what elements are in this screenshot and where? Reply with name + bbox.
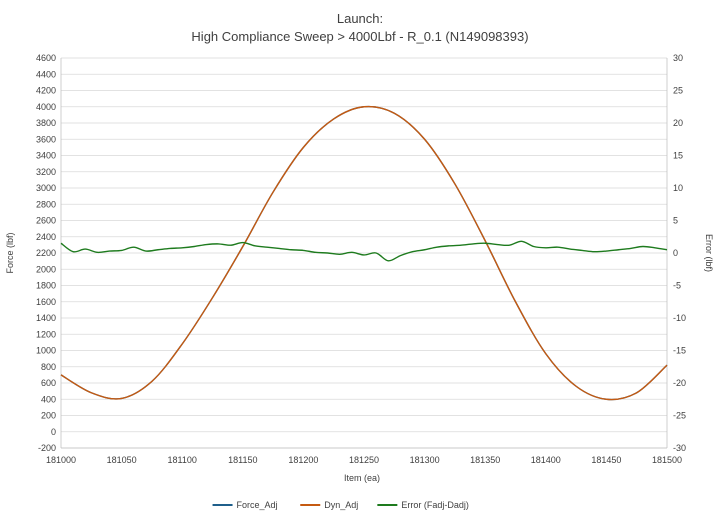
- y-tick-label-left: 2800: [36, 199, 56, 209]
- y-tick-label-left: 2000: [36, 264, 56, 274]
- y-tick-label-left: 4200: [36, 86, 56, 96]
- y-axis-title-right: Error (lbf): [704, 234, 714, 272]
- y-tick-label-left: -200: [38, 443, 56, 453]
- y-tick-label-left: 2400: [36, 232, 56, 242]
- x-tick-label: 181150: [228, 455, 257, 465]
- y-tick-label-left: 400: [41, 394, 56, 404]
- x-tick-label: 181500: [652, 455, 682, 465]
- y-tick-label-left: 3400: [36, 151, 56, 161]
- y-tick-label-right: -10: [673, 313, 686, 323]
- y-tick-label-left: 1600: [36, 297, 56, 307]
- y-tick-label-left: 3200: [36, 167, 56, 177]
- y-tick-label-left: 1000: [36, 346, 56, 356]
- y-tick-label-left: 2200: [36, 248, 56, 258]
- grid-lines: [61, 57, 667, 449]
- x-tick-label: 181250: [349, 455, 379, 465]
- y-tick-label-right: 15: [673, 151, 683, 161]
- x-tick-label: 181400: [531, 455, 561, 465]
- legend-label-force-adj: Force_Adj: [237, 500, 278, 510]
- y-tick-label-left: 3600: [36, 134, 56, 144]
- y-tick-label-left: 0: [51, 427, 56, 437]
- y-tick-label-right: 0: [673, 248, 678, 258]
- y-tick-label-left: 3800: [36, 118, 56, 128]
- x-tick-label: 181000: [46, 455, 76, 465]
- tick-labels: -200020040060080010001200140016001800200…: [36, 53, 686, 465]
- x-tick-label: 181050: [107, 455, 137, 465]
- y-tick-label-right: 5: [673, 216, 678, 226]
- series-lines: [60, 105, 668, 401]
- y-tick-label-left: 600: [41, 378, 56, 388]
- x-tick-label: 181300: [410, 455, 440, 465]
- legend: Force_Adj Dyn_Adj Error (Fadj-Dadj): [212, 500, 469, 510]
- y-tick-label-left: 1800: [36, 281, 56, 291]
- y-tick-label-left: 4400: [36, 69, 56, 79]
- y-tick-label-right: -30: [673, 443, 686, 453]
- y-tick-label-right: 25: [673, 86, 683, 96]
- y-tick-label-right: 30: [673, 53, 683, 63]
- y-tick-label-right: -15: [673, 346, 686, 356]
- y-tick-label-right: -5: [673, 281, 681, 291]
- y-tick-label-right: -20: [673, 378, 686, 388]
- y-tick-label-left: 2600: [36, 216, 56, 226]
- y-tick-label-left: 200: [41, 411, 56, 421]
- axes: [60, 58, 668, 449]
- x-tick-label: 181350: [470, 455, 500, 465]
- y-tick-label-left: 1400: [36, 313, 56, 323]
- y-tick-label-left: 3000: [36, 183, 56, 193]
- x-tick-label: 181200: [288, 455, 318, 465]
- y-tick-label-right: 10: [673, 183, 683, 193]
- y-axis-title-left: Force (lbf): [5, 232, 15, 273]
- y-tick-label-left: 800: [41, 362, 56, 372]
- y-tick-label-left: 4600: [36, 53, 56, 63]
- y-tick-label-right: 20: [673, 118, 683, 128]
- x-axis-title: Item (ea): [344, 473, 380, 483]
- series-line-error-fadj-dadj: [60, 240, 668, 262]
- x-tick-label: 181100: [168, 455, 197, 465]
- chart-title-line2: High Compliance Sweep > 4000Lbf - R_0.1 …: [191, 29, 528, 44]
- x-tick-label: 181450: [591, 455, 621, 465]
- legend-label-dyn-adj: Dyn_Adj: [324, 500, 358, 510]
- y-tick-label-left: 1200: [36, 329, 56, 339]
- y-tick-label-left: 4000: [36, 102, 56, 112]
- legend-label-error-fadj-dadj: Error (Fadj-Dadj): [401, 500, 469, 510]
- chart-title-line1: Launch:: [337, 11, 383, 26]
- series-line-dyn-adj: [60, 105, 668, 401]
- y-tick-label-right: -25: [673, 411, 686, 421]
